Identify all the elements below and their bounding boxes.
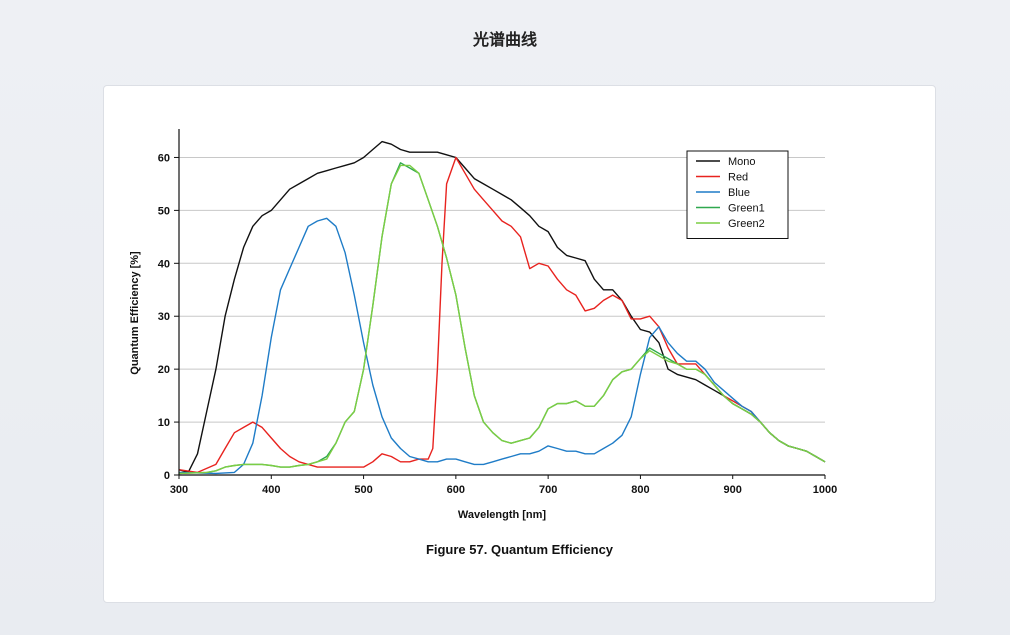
x-tick-label: 400 [262, 484, 280, 496]
legend-label-red: Red [728, 172, 748, 184]
page-title: 光谱曲线 [472, 30, 537, 49]
x-tick-label: 500 [354, 484, 372, 496]
x-tick-label: 300 [170, 484, 188, 496]
x-tick-label: 800 [631, 484, 649, 496]
legend-label-green2: Green2 [728, 218, 765, 230]
y-tick-label: 30 [158, 311, 170, 323]
legend-label-mono: Mono [728, 156, 756, 168]
legend-label-blue: Blue [728, 187, 750, 199]
y-axis-label: Quantum Efficiency [%] [129, 251, 141, 375]
series-line-mono [178, 140, 826, 474]
series-line-blue [178, 217, 826, 475]
legend-box [686, 150, 789, 239]
legend-label-green1: Green1 [728, 203, 765, 215]
quantum-efficiency-chart: 0 10 20 30 40 50 60 300 400 500 600 700 800 900 1000 Wa… [129, 129, 837, 521]
chart-card: 0 10 20 30 40 50 60 300 400 500 600 700 800 900 1000 Wa… [103, 85, 936, 603]
series-layer [178, 140, 826, 475]
legend-layer: Mono Red Blue Green1 Green2 [686, 150, 789, 239]
y-tick-label: 40 [158, 258, 170, 270]
axis-layer: 0 10 20 30 40 50 60 300 400 500 600 700 800 900 1000 Wa… [129, 129, 837, 521]
x-axis-label: Wavelength [nm] [458, 509, 547, 521]
x-tick-label: 900 [724, 484, 742, 496]
x-tick-label: 700 [539, 484, 557, 496]
y-tick-label: 20 [158, 364, 170, 376]
y-tick-label: 50 [158, 205, 170, 217]
series-line-green2 [178, 164, 826, 475]
x-tick-label: 1000 [813, 484, 837, 496]
y-tick-label: 10 [158, 417, 170, 429]
x-tick-label: 600 [447, 484, 465, 496]
grid-layer [179, 156, 825, 423]
chart-caption: Figure 57. Quantum Efficiency [425, 542, 614, 557]
y-tick-label: 60 [158, 152, 170, 164]
y-tick-label: 0 [164, 470, 170, 482]
